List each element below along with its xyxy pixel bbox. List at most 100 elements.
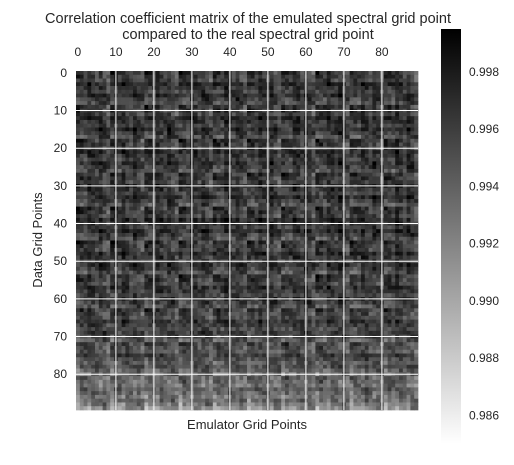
heatmap-cell	[106, 266, 111, 271]
heatmap-cell	[76, 274, 81, 279]
heatmap-cell	[178, 255, 183, 260]
heatmap-cell	[307, 248, 312, 253]
heatmap-cell	[209, 86, 214, 91]
heatmap-cell	[102, 240, 107, 245]
heatmap-cell	[79, 93, 84, 98]
heatmap-cell	[239, 206, 244, 211]
heatmap-cell	[79, 116, 84, 121]
heatmap-cell	[235, 82, 240, 87]
heatmap-cell	[76, 123, 81, 128]
heatmap-cell	[178, 142, 183, 147]
heatmap-cell	[171, 97, 176, 102]
heatmap-cell	[193, 157, 198, 162]
heatmap-cell	[235, 116, 240, 121]
heatmap-cell	[273, 97, 278, 102]
heatmap-cell	[167, 229, 172, 234]
heatmap-cell	[357, 165, 362, 170]
heatmap-cell	[410, 89, 415, 94]
heatmap-cell	[406, 82, 411, 87]
heatmap-cell	[106, 199, 111, 204]
heatmap-cell	[144, 210, 149, 215]
heatmap-cell	[372, 157, 377, 162]
heatmap-cell	[296, 202, 301, 207]
heatmap-cell	[83, 123, 88, 128]
heatmap-cell	[106, 232, 111, 238]
heatmap-cell	[368, 123, 373, 128]
heatmap-cell	[83, 244, 88, 249]
heatmap-cell	[323, 127, 328, 132]
heatmap-cell	[345, 165, 350, 170]
heatmap-cell	[224, 191, 229, 196]
heatmap-cell	[395, 127, 400, 132]
heatmap-cell	[345, 86, 350, 91]
heatmap-cell	[376, 104, 381, 110]
heatmap-cell	[410, 236, 415, 241]
heatmap-cell	[250, 127, 255, 132]
heatmap-cell	[133, 82, 138, 87]
heatmap-cell	[319, 206, 324, 211]
heatmap-cell	[235, 127, 240, 132]
heatmap-cell	[288, 251, 293, 256]
heatmap-cell	[399, 172, 404, 177]
heatmap-cell	[372, 248, 377, 253]
heatmap-cell	[338, 232, 343, 238]
heatmap-cell	[383, 71, 388, 76]
heatmap-cell	[406, 71, 411, 76]
heatmap-cell	[155, 86, 160, 91]
heatmap-cell	[239, 199, 244, 204]
heatmap-cell	[212, 93, 217, 98]
heatmap-cell	[406, 199, 411, 204]
heatmap-cell	[254, 119, 259, 125]
heatmap-cell	[273, 153, 278, 158]
heatmap-cell	[285, 150, 290, 155]
heatmap-cell	[243, 199, 248, 204]
heatmap-cell	[212, 274, 217, 279]
heatmap-cell	[235, 119, 240, 125]
heatmap-cell	[209, 214, 214, 219]
heatmap-cell	[144, 78, 149, 83]
heatmap-cell	[174, 161, 179, 166]
heatmap-cell	[300, 161, 305, 166]
heatmap-cell	[239, 217, 244, 223]
heatmap-cell	[117, 229, 122, 234]
heatmap-cell	[235, 248, 240, 253]
heatmap-cell	[216, 104, 221, 110]
heatmap-cell	[258, 191, 263, 196]
heatmap-cell	[296, 71, 301, 76]
heatmap-cell	[91, 153, 96, 158]
heatmap-cell	[391, 104, 396, 110]
heatmap-cell	[399, 142, 404, 147]
heatmap-cell	[163, 255, 168, 260]
heatmap-cell	[326, 86, 331, 91]
heatmap-cell	[296, 86, 301, 91]
heatmap-cell	[216, 172, 221, 177]
heatmap-cell	[368, 71, 373, 76]
heatmap-cell	[247, 210, 252, 215]
heatmap-cell	[345, 270, 350, 275]
heatmap-cell	[300, 236, 305, 241]
heatmap-cell	[311, 89, 316, 94]
heatmap-cell	[102, 153, 107, 158]
heatmap-cell	[277, 142, 282, 147]
heatmap-cell	[410, 240, 415, 245]
heatmap-cell	[262, 116, 267, 121]
heatmap-cell	[285, 248, 290, 253]
heatmap-cell	[391, 131, 396, 136]
heatmap-cell	[353, 157, 358, 162]
heatmap-cell	[334, 161, 339, 166]
heatmap-cell	[159, 232, 164, 238]
heatmap-cell	[357, 74, 362, 79]
heatmap-cell	[83, 180, 88, 185]
heatmap-cell	[311, 127, 316, 132]
heatmap-cell	[159, 266, 164, 271]
heatmap-cell	[402, 142, 407, 147]
heatmap-cell	[174, 263, 179, 268]
heatmap-cell	[307, 206, 312, 211]
heatmap-cell	[129, 214, 134, 219]
heatmap-cell	[395, 172, 400, 177]
heatmap-cell	[129, 71, 134, 76]
heatmap-cell	[212, 255, 217, 260]
heatmap-cell	[231, 168, 236, 174]
heatmap-cell	[98, 278, 103, 283]
heatmap-cell	[83, 142, 88, 147]
